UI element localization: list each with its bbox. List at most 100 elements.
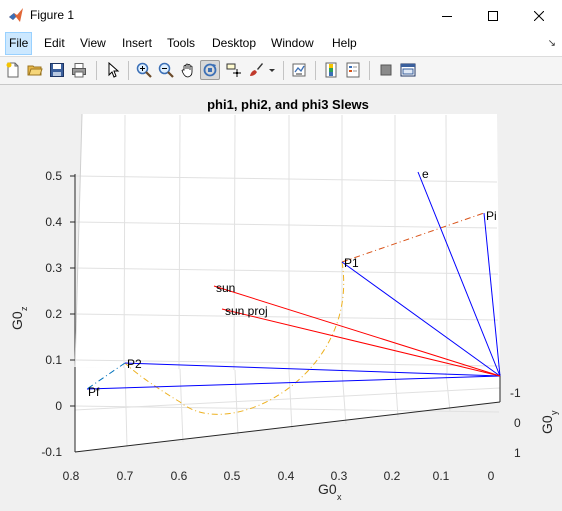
x-tick-label: 0.8 xyxy=(63,469,80,483)
sun-lines xyxy=(213,285,501,377)
y-axis-label-text: G0 xyxy=(539,415,555,434)
minimize-icon xyxy=(442,15,452,17)
x-tick-label: 0 xyxy=(488,469,495,483)
z-tick-label: 0.4 xyxy=(45,215,62,229)
point-labels: e Pi P1 sun sun proj P2 Pf xyxy=(88,167,497,399)
chevron-down-icon xyxy=(269,69,275,72)
rotate-3d-button[interactable] xyxy=(200,60,220,80)
matlab-logo-icon xyxy=(9,8,23,22)
pan-button[interactable] xyxy=(178,60,198,80)
x-tick-labels: 0.8 0.7 0.6 0.5 0.4 0.3 0.2 0.1 0 xyxy=(63,469,495,483)
zoom-in-icon xyxy=(136,62,152,78)
window-title: Figure 1 xyxy=(30,8,75,22)
arrow-cursor-icon xyxy=(108,62,120,78)
vector-sun-proj xyxy=(221,308,501,377)
menu-edit[interactable]: Edit xyxy=(44,36,65,50)
vector-lines xyxy=(86,171,501,390)
z-ticks xyxy=(70,175,75,407)
rotate-3d-icon xyxy=(203,63,217,77)
y-tick-label: -1 xyxy=(510,386,521,400)
edit-plot-button[interactable] xyxy=(103,60,123,80)
back-pane xyxy=(75,114,500,374)
toolbar-separator xyxy=(369,61,370,80)
toolbar-separator xyxy=(315,61,316,80)
x-tick-label: 0.7 xyxy=(117,469,134,483)
y-axis-label-sub: y xyxy=(549,410,559,415)
vector-e xyxy=(417,171,501,377)
y-tick-label: 1 xyxy=(514,446,521,460)
new-file-icon xyxy=(6,62,19,78)
show-plot-tools-icon xyxy=(400,63,416,77)
data-cursor-button[interactable] xyxy=(224,60,244,80)
z-axis-label-sub: z xyxy=(19,306,29,311)
x-axis-label-sub: x xyxy=(337,492,342,502)
close-icon xyxy=(534,10,544,21)
x-tick-label: 0.2 xyxy=(384,469,401,483)
x-tick-label: 0.4 xyxy=(278,469,295,483)
data-cursor-icon xyxy=(226,63,241,77)
save-disk-icon xyxy=(50,63,64,77)
menu-view[interactable]: View xyxy=(80,36,106,50)
menu-insert[interactable]: Insert xyxy=(122,36,153,50)
vector-p1 xyxy=(341,261,501,377)
print-button[interactable] xyxy=(69,60,89,80)
legend-icon xyxy=(346,62,360,78)
show-plot-tools-button[interactable] xyxy=(398,60,418,80)
z-tick-label: 0.5 xyxy=(45,169,62,183)
plot-svg[interactable]: phi1, phi2, and phi3 Slews xyxy=(0,84,562,506)
label-sun: sun xyxy=(216,281,235,295)
figure-toolbar xyxy=(0,56,562,85)
z-tick-label: -0.1 xyxy=(41,445,62,459)
brush-icon xyxy=(250,63,263,76)
vector-sun xyxy=(213,285,501,377)
brush-dropdown-button[interactable] xyxy=(266,60,278,80)
save-button[interactable] xyxy=(47,60,67,80)
toolbar-separator xyxy=(96,61,97,80)
hand-pan-icon xyxy=(181,63,193,78)
close-button[interactable] xyxy=(516,0,562,31)
brush-button[interactable] xyxy=(246,60,266,80)
hide-plot-tools-icon xyxy=(380,64,392,76)
link-plot-button[interactable] xyxy=(289,60,309,80)
colorbar-button[interactable] xyxy=(321,60,341,80)
toolbar-separator xyxy=(283,61,284,80)
z-tick-label: 0.1 xyxy=(45,353,62,367)
link-plot-icon xyxy=(292,63,306,77)
vector-pi xyxy=(483,212,501,377)
menu-bar: File Edit View Insert Tools Desktop Wind… xyxy=(0,31,562,56)
legend-button[interactable] xyxy=(343,60,363,80)
label-pi: Pi xyxy=(486,209,497,223)
window-titlebar: Figure 1 xyxy=(0,0,562,32)
open-file-button[interactable] xyxy=(25,60,45,80)
new-figure-button[interactable] xyxy=(3,60,23,80)
z-tick-label: 0 xyxy=(55,399,62,413)
y-axis-label: G0 y xyxy=(539,410,559,434)
figure-canvas[interactable]: phi1, phi2, and phi3 Slews xyxy=(0,84,562,506)
menu-overflow-icon[interactable]: ↘ xyxy=(547,38,556,49)
label-p2: P2 xyxy=(127,357,142,371)
z-tick-labels: 0.5 0.4 0.3 0.2 0.1 0 -0.1 xyxy=(41,169,62,459)
menu-window[interactable]: Window xyxy=(271,36,314,50)
minimize-button[interactable] xyxy=(424,0,470,31)
menu-help[interactable]: Help xyxy=(332,36,357,50)
toolbar-separator xyxy=(128,61,129,80)
colorbar-icon xyxy=(325,62,337,78)
z-axis-label: G0 z xyxy=(9,306,29,330)
label-p1: P1 xyxy=(344,256,359,270)
zoom-out-button[interactable] xyxy=(156,60,176,80)
menu-desktop[interactable]: Desktop xyxy=(212,36,257,50)
maximize-icon xyxy=(488,10,498,21)
printer-icon xyxy=(72,63,86,78)
maximize-button[interactable] xyxy=(470,0,516,31)
menu-tools[interactable]: Tools xyxy=(167,36,196,50)
hide-plot-tools-button[interactable] xyxy=(376,60,396,80)
chart-title: phi1, phi2, and phi3 Slews xyxy=(207,97,369,112)
y-tick-label: 0 xyxy=(514,416,521,430)
z-tick-label: 0.3 xyxy=(45,261,62,275)
zoom-in-button[interactable] xyxy=(134,60,154,80)
x-tick-label: 0.6 xyxy=(171,469,188,483)
vector-p2 xyxy=(124,362,501,377)
slew-arc-p1-p2 xyxy=(124,261,345,415)
menu-file[interactable]: File xyxy=(5,32,33,55)
label-pf: Pf xyxy=(88,385,100,399)
